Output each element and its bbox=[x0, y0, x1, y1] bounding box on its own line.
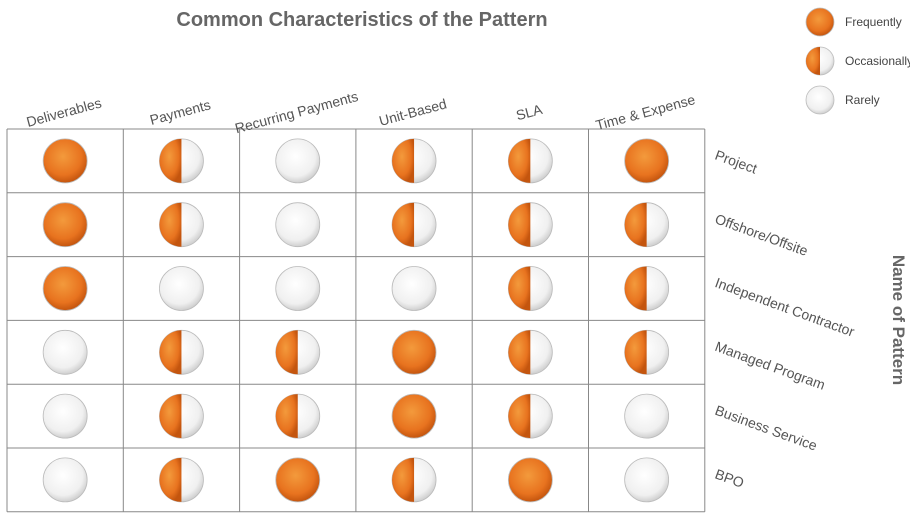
rating-icon bbox=[391, 266, 437, 311]
icon-half bbox=[624, 266, 647, 311]
column-header: Payments bbox=[148, 96, 212, 128]
rating-icon bbox=[507, 393, 553, 439]
rating-icon bbox=[159, 393, 204, 439]
icon-base bbox=[42, 457, 88, 503]
rating-icon bbox=[275, 266, 321, 311]
icon-half bbox=[159, 330, 182, 375]
rating-icon bbox=[507, 202, 553, 248]
icon-base bbox=[42, 138, 88, 184]
rating-icon bbox=[42, 329, 88, 375]
column-header: Time & Expense bbox=[594, 91, 697, 133]
rating-icon bbox=[275, 138, 321, 184]
icon-half bbox=[508, 266, 531, 311]
rating-icon bbox=[42, 266, 88, 311]
icon-half bbox=[624, 202, 647, 247]
icon-base bbox=[275, 266, 321, 311]
icon-half bbox=[508, 330, 531, 375]
legend-label: Occasionally bbox=[845, 54, 910, 68]
icon-half bbox=[159, 138, 182, 183]
column-header: Unit-Based bbox=[377, 95, 448, 128]
icon-half bbox=[624, 330, 647, 375]
row-label: Business Service bbox=[713, 402, 820, 454]
rating-icon bbox=[42, 393, 88, 439]
rating-icon bbox=[275, 393, 321, 439]
icon-base bbox=[42, 266, 88, 311]
rating-icon bbox=[507, 457, 553, 503]
rating-icon bbox=[391, 393, 437, 439]
rating-icon bbox=[275, 457, 321, 503]
icon-half bbox=[275, 330, 298, 375]
rating-icon bbox=[42, 457, 88, 503]
icon-base bbox=[42, 393, 88, 439]
rating-icon bbox=[275, 329, 321, 375]
rating-icon bbox=[805, 7, 835, 37]
rating-icon bbox=[159, 202, 204, 248]
icon-base bbox=[624, 457, 670, 503]
icon-half bbox=[275, 394, 298, 439]
row-label: Managed Program bbox=[713, 338, 827, 393]
icon-base bbox=[275, 138, 321, 184]
rating-icon bbox=[159, 266, 204, 311]
rating-icon bbox=[159, 457, 204, 503]
icon-half bbox=[508, 202, 531, 247]
row-label: Project bbox=[713, 147, 760, 177]
rating-icon bbox=[624, 138, 670, 184]
legend-label: Rarely bbox=[845, 93, 880, 107]
rating-icon bbox=[159, 329, 204, 375]
rating-icon bbox=[391, 202, 437, 248]
icon-half bbox=[508, 394, 531, 439]
rating-icon bbox=[624, 393, 670, 439]
icon-half bbox=[392, 202, 415, 247]
icon-base bbox=[624, 393, 670, 439]
rating-icon bbox=[42, 202, 88, 248]
icon-base bbox=[391, 393, 437, 439]
rating-icon bbox=[391, 329, 437, 375]
icon-base bbox=[805, 85, 835, 115]
icon-base bbox=[275, 202, 321, 248]
rating-icon bbox=[391, 138, 437, 184]
icon-base bbox=[507, 457, 553, 503]
legend-label: Frequently bbox=[845, 15, 902, 29]
rating-icon bbox=[42, 138, 88, 184]
row-label: Independent Contractor bbox=[713, 274, 857, 339]
rating-icon bbox=[507, 329, 553, 375]
column-header: SLA bbox=[514, 101, 544, 123]
icon-base bbox=[42, 202, 88, 248]
rating-icon bbox=[805, 46, 835, 76]
column-header: Deliverables bbox=[25, 94, 104, 129]
row-label: Offshore/Offsite bbox=[713, 210, 810, 258]
rating-icon bbox=[624, 266, 670, 311]
icon-half bbox=[508, 138, 531, 183]
row-axis-label: Name of Pattern bbox=[889, 255, 908, 385]
rating-icon bbox=[805, 85, 835, 115]
icon-base bbox=[624, 138, 670, 184]
rating-icon bbox=[624, 457, 670, 503]
icon-base bbox=[42, 329, 88, 375]
rating-icon bbox=[391, 457, 437, 503]
icon-base bbox=[805, 7, 835, 37]
row-label: BPO bbox=[713, 466, 746, 491]
icon-half bbox=[159, 394, 182, 439]
rating-icon bbox=[507, 266, 553, 311]
icon-base bbox=[275, 457, 321, 503]
rating-icon bbox=[159, 138, 204, 184]
rating-icon bbox=[624, 329, 670, 375]
rating-icon bbox=[624, 202, 670, 248]
icon-base bbox=[391, 329, 437, 375]
icon-half bbox=[392, 457, 415, 502]
icon-half bbox=[392, 138, 415, 183]
icon-base bbox=[391, 266, 437, 311]
title: Common Characteristics of the Pattern bbox=[176, 9, 547, 31]
rating-icon bbox=[275, 202, 321, 248]
rating-icon bbox=[507, 138, 553, 184]
icon-half bbox=[806, 47, 820, 75]
icon-base bbox=[159, 266, 204, 311]
icon-half bbox=[159, 457, 182, 502]
icon-half bbox=[159, 202, 182, 247]
